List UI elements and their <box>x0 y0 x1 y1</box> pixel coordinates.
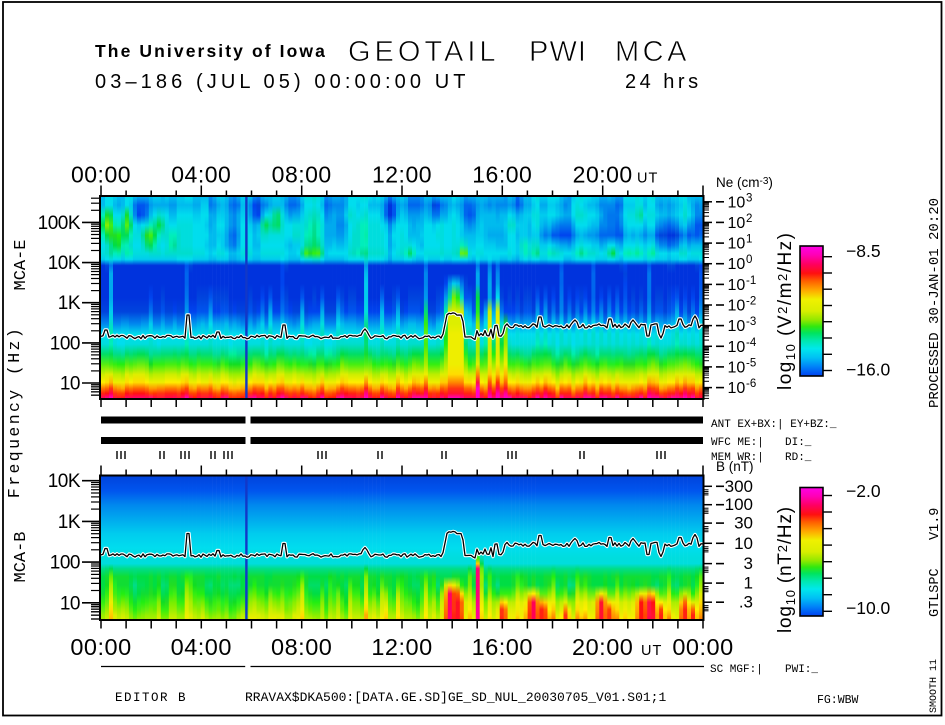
svg-text:10: 10 <box>728 215 746 232</box>
svg-text:10K: 10K <box>48 253 81 274</box>
svg-text:−16.0: −16.0 <box>846 360 891 380</box>
svg-text:GEOTAIL: GEOTAIL <box>348 36 500 68</box>
svg-text:12:00: 12:00 <box>372 162 432 188</box>
svg-text:10: 10 <box>728 298 746 315</box>
svg-text:EDITOR B: EDITOR B <box>115 691 187 705</box>
svg-text:100K: 100K <box>38 213 81 234</box>
svg-text:SMOOTH 11: SMOOTH 11 <box>929 659 940 713</box>
svg-text:100: 100 <box>725 495 753 514</box>
svg-text:1: 1 <box>744 574 753 593</box>
svg-text:10: 10 <box>728 236 746 253</box>
svg-text:10: 10 <box>728 380 746 397</box>
svg-text:RRAVAX$DKA500:[DATA.GE.SD]GE_S: RRAVAX$DKA500:[DATA.GE.SD]GE_SD_NUL_2003… <box>245 690 666 705</box>
svg-text:10: 10 <box>728 194 746 211</box>
svg-text:−2.0: −2.0 <box>846 481 881 501</box>
svg-text:−10.0: −10.0 <box>846 598 891 618</box>
svg-text:MCA-B: MCA-B <box>12 531 31 582</box>
svg-text:V1.9: V1.9 <box>928 508 943 540</box>
svg-text:10: 10 <box>60 374 80 395</box>
svg-text:10: 10 <box>734 534 753 553</box>
svg-text:04:00: 04:00 <box>171 634 232 660</box>
svg-text:00:00: 00:00 <box>71 162 131 188</box>
svg-text:2: 2 <box>746 213 752 225</box>
svg-text:GTLSPC: GTLSPC <box>928 568 943 617</box>
svg-text:PWI: PWI <box>529 36 587 68</box>
svg-text:10K: 10K <box>48 471 81 492</box>
svg-text:10: 10 <box>728 339 746 356</box>
svg-text:300: 300 <box>725 477 753 496</box>
svg-text:10: 10 <box>60 593 80 614</box>
svg-text:16:00: 16:00 <box>472 162 532 188</box>
svg-text:00:00: 00:00 <box>70 634 131 660</box>
svg-text:10: 10 <box>728 318 746 335</box>
svg-text:WFC ME:|: WFC ME:| <box>711 437 764 449</box>
svg-text:3: 3 <box>744 554 753 573</box>
svg-text:20:00: 20:00 <box>572 634 633 660</box>
svg-text:Frequency (Hz): Frequency (Hz) <box>5 326 24 498</box>
svg-text:PWI:_: PWI:_ <box>785 664 818 676</box>
svg-text:-3: -3 <box>746 316 756 328</box>
svg-text:-5: -5 <box>746 357 756 369</box>
svg-text:10: 10 <box>728 256 746 273</box>
svg-text:16:00: 16:00 <box>472 634 533 660</box>
svg-text:-1: -1 <box>746 275 756 287</box>
svg-text:100: 100 <box>50 553 80 574</box>
svg-text:UT: UT <box>637 171 658 187</box>
svg-text:.3: .3 <box>739 593 753 612</box>
svg-text:04:00: 04:00 <box>171 162 231 188</box>
svg-text:-4: -4 <box>746 337 757 349</box>
svg-text:1K: 1K <box>58 512 81 533</box>
svg-text:10: 10 <box>728 277 746 294</box>
svg-text:08:00: 08:00 <box>271 634 332 660</box>
svg-text:DI:_: DI:_ <box>785 437 812 449</box>
svg-text:-2: -2 <box>746 296 756 308</box>
svg-text:08:00: 08:00 <box>272 162 332 188</box>
svg-text:FG:WBW: FG:WBW <box>817 694 859 707</box>
svg-text:The University of Iowa: The University of Iowa <box>95 41 327 61</box>
svg-text:1: 1 <box>746 234 752 246</box>
svg-text:20:00: 20:00 <box>573 162 633 188</box>
svg-text:-6: -6 <box>746 378 756 390</box>
svg-text:0: 0 <box>746 254 752 266</box>
svg-text:−8.5: −8.5 <box>846 241 881 261</box>
svg-text:Ne (cm-3): Ne (cm-3) <box>716 175 773 190</box>
svg-text:RD:_: RD:_ <box>785 452 812 464</box>
svg-text:SC MGF:|: SC MGF:| <box>710 664 763 676</box>
svg-text:12:00: 12:00 <box>371 634 432 660</box>
svg-text:3: 3 <box>746 192 752 204</box>
svg-text:100: 100 <box>50 333 80 354</box>
svg-text:ANT EX+BX:| EY+BZ:_: ANT EX+BX:| EY+BZ:_ <box>711 419 837 431</box>
svg-text:30: 30 <box>734 514 753 533</box>
svg-text:MCA: MCA <box>615 36 690 68</box>
svg-text:log10 (nT2/Hz): log10 (nT2/Hz) <box>775 506 798 633</box>
svg-text:03–186 (JUL 05) 00:00:00 UT: 03–186 (JUL 05) 00:00:00 UT <box>95 71 470 93</box>
svg-text:10: 10 <box>728 359 746 376</box>
svg-text:24 hrs: 24 hrs <box>625 71 702 93</box>
svg-text:MCA-E: MCA-E <box>12 239 31 290</box>
svg-text:B (nT): B (nT) <box>716 459 754 474</box>
svg-text:UT: UT <box>641 643 662 659</box>
svg-text:1K: 1K <box>58 293 81 314</box>
svg-text:MEM WR:|: MEM WR:| <box>711 452 764 464</box>
svg-text:PROCESSED 30-JAN-01 20:20: PROCESSED 30-JAN-01 20:20 <box>927 198 943 408</box>
svg-text:00:00: 00:00 <box>672 634 733 660</box>
